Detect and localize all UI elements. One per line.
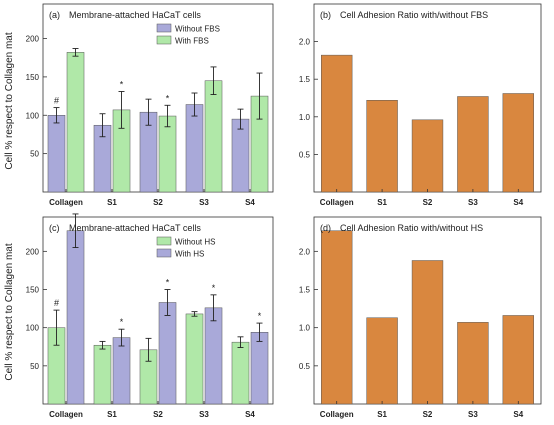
bar [158,115,177,193]
bar [411,119,444,193]
x-tick-label: S3 [468,410,478,419]
legend-swatch [156,23,172,33]
significance-marker: * [120,79,124,89]
x-tick-label: Collagen [49,410,83,419]
bar [366,100,398,193]
x-tick-label: S4 [245,410,255,419]
panel-title: Membrane-attached HaCaT cells [69,10,201,20]
y-tick-label: 100 [26,111,40,120]
x-tick-label: S2 [153,410,163,419]
bar [112,337,131,405]
y-tick-label: 150 [26,286,40,295]
x-tick-label: S1 [107,410,117,419]
x-tick-label: S2 [153,198,163,207]
bar [502,93,534,193]
shared-y-axis-label-bottom: Cell % respect to Collagen mat [4,243,15,381]
bar [250,332,269,405]
bar [47,115,66,193]
x-tick-label: S4 [513,198,523,207]
y-tick-label: 1.5 [299,286,311,295]
x-tick-label: S3 [199,410,209,419]
bar [66,230,85,405]
significance-marker: # [54,96,59,106]
y-tick-label: 2.0 [299,38,311,47]
y-tick-label: 100 [26,324,40,333]
panel-d-chart: 0.5 1.0 1.5 2.0 Collagen S1 S2 S3 S4 (d) Cell Adhe… [299,216,542,419]
legend-label: Without FBS [175,25,220,34]
bar [411,260,444,405]
x-tick-label: Collagen [49,198,83,207]
y-tick-label: 2.0 [299,247,311,256]
bar [321,230,353,405]
bar [231,118,250,193]
significance-marker: * [120,317,124,327]
panel-label: (c) [49,223,60,233]
x-tick-label: S2 [423,410,433,419]
y-tick-label: 200 [26,247,40,256]
x-tick-label: S3 [468,198,478,207]
legend-label: With HS [175,250,204,259]
panel-c-chart: 50 100 150 200 Collagen S1 S2 S3 S4 # * * * * (c) Membr… [26,213,274,419]
legend-swatch [156,236,172,246]
x-tick-label: S1 [107,198,117,207]
bar [204,80,223,193]
y-tick-label: 0.5 [299,362,311,371]
bar [93,344,112,405]
y-tick-label: 50 [30,362,39,371]
significance-marker: * [258,311,262,321]
panel-title: Cell Adhesion Ratio with/without HS [340,223,483,233]
significance-marker: * [212,283,216,293]
panel-title: Cell Adhesion Ratio with/without FBS [340,10,488,20]
y-tick-label: 50 [30,150,39,159]
x-tick-label: Collagen [320,198,354,207]
panel-label: (d) [320,223,331,233]
bar [502,315,534,405]
bar [66,52,85,193]
x-tick-label: Collagen [320,410,354,419]
bar [457,322,489,405]
significance-marker: # [54,298,59,308]
legend-swatch [156,35,172,45]
panel-title: Membrane-attached HaCaT cells [69,223,201,233]
significance-marker: * [166,93,170,103]
shared-y-axis-label-top: Cell % respect to Collagen mat [4,32,15,170]
significance-marker: * [166,278,170,288]
bar [231,341,250,405]
x-tick-label: S3 [199,198,209,207]
panel-a-chart: 50 100 150 200 Collagen S1 S2 S3 S4 # * * (a) Membran… [26,3,274,207]
y-tick-label: 1.0 [299,113,311,122]
y-tick-label: 0.5 [299,150,311,159]
bar [366,317,398,405]
x-tick-label: S4 [245,198,255,207]
bar [457,96,489,193]
panel-b-chart: 0.5 1.0 1.5 2.0 Collagen S1 S2 S3 S4 (b) Cell Adhe… [299,3,542,207]
x-tick-label: S1 [377,198,387,207]
y-tick-label: 1.5 [299,75,311,84]
legend-swatch [156,248,172,258]
bar [185,313,204,405]
legend-label: With FBS [175,37,209,46]
bar [158,302,177,405]
bar [321,54,353,193]
y-tick-label: 200 [26,35,40,44]
x-tick-label: S4 [513,410,523,419]
panel-label: (b) [320,10,331,20]
x-tick-label: S2 [423,198,433,207]
bar [185,104,204,193]
legend-label: Without HS [175,238,215,247]
bar [204,307,223,405]
x-tick-label: S1 [377,410,387,419]
y-tick-label: 150 [26,73,40,82]
y-tick-label: 1.0 [299,324,311,333]
panel-label: (a) [49,10,60,20]
